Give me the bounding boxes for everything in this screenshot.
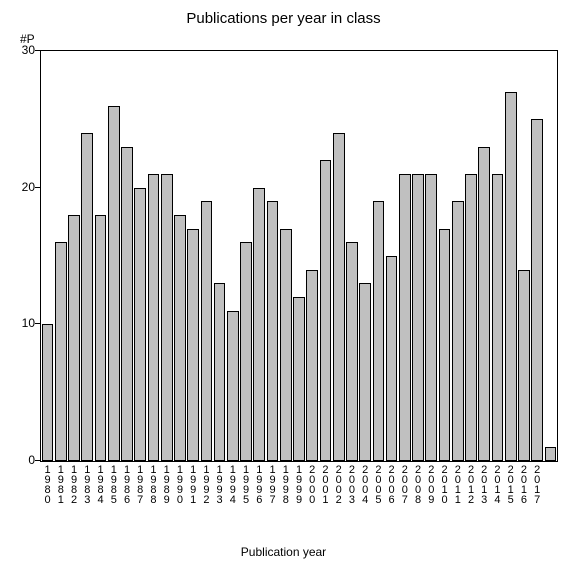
x-tick-label: 2003 bbox=[346, 464, 357, 504]
bar bbox=[201, 201, 213, 461]
bar bbox=[505, 92, 517, 461]
x-tick-label: 2013 bbox=[478, 464, 489, 504]
bar bbox=[492, 174, 504, 461]
x-tick-label: 2005 bbox=[372, 464, 383, 504]
bar bbox=[108, 106, 120, 461]
x-tick-label: 2010 bbox=[439, 464, 450, 504]
bar bbox=[55, 242, 67, 461]
x-tick-label: 2000 bbox=[306, 464, 317, 504]
y-tick-mark bbox=[35, 50, 40, 51]
x-tick-label: 1980 bbox=[42, 464, 53, 504]
x-tick-label: 1990 bbox=[174, 464, 185, 504]
bar bbox=[253, 188, 265, 461]
x-tick-label: 1995 bbox=[240, 464, 251, 504]
x-tick-label: 1992 bbox=[200, 464, 211, 504]
x-tick-label: 2017 bbox=[531, 464, 542, 504]
bar bbox=[333, 133, 345, 461]
x-tick-label: 1984 bbox=[95, 464, 106, 504]
x-tick-label: 2001 bbox=[319, 464, 330, 504]
bar bbox=[267, 201, 279, 461]
x-tick-label: 2002 bbox=[333, 464, 344, 504]
bar bbox=[68, 215, 80, 461]
x-tick-label: 2009 bbox=[425, 464, 436, 504]
bar bbox=[227, 311, 239, 461]
bar bbox=[95, 215, 107, 461]
x-tick-label: 1998 bbox=[280, 464, 291, 504]
x-tick-label: 1988 bbox=[147, 464, 158, 504]
bar bbox=[148, 174, 160, 461]
bar bbox=[81, 133, 93, 461]
x-axis-label: Publication year bbox=[0, 545, 567, 559]
y-tick-mark bbox=[35, 460, 40, 461]
y-tick-label: 30 bbox=[5, 43, 35, 57]
x-tick-label: 1986 bbox=[121, 464, 132, 504]
x-tick-label: 1987 bbox=[134, 464, 145, 504]
x-tick-label: 1981 bbox=[55, 464, 66, 504]
bar bbox=[518, 270, 530, 461]
x-tick-label: 1994 bbox=[227, 464, 238, 504]
x-tick-label: 2015 bbox=[505, 464, 516, 504]
bar bbox=[214, 283, 226, 461]
x-tick-label: 2004 bbox=[359, 464, 370, 504]
x-tick-label: 1983 bbox=[81, 464, 92, 504]
bar bbox=[280, 229, 292, 461]
y-tick-mark bbox=[35, 323, 40, 324]
y-tick-label: 10 bbox=[5, 316, 35, 330]
x-tick-label: 1985 bbox=[108, 464, 119, 504]
bar bbox=[293, 297, 305, 461]
bar bbox=[478, 147, 490, 461]
bar bbox=[531, 119, 543, 461]
bar bbox=[412, 174, 424, 461]
bar bbox=[373, 201, 385, 461]
x-tick-label: 1991 bbox=[187, 464, 198, 504]
chart-container: Publications per year in class #P Public… bbox=[0, 0, 567, 567]
bar bbox=[240, 242, 252, 461]
x-tick-label: 1999 bbox=[293, 464, 304, 504]
bar bbox=[320, 160, 332, 461]
x-tick-label: 2007 bbox=[399, 464, 410, 504]
x-tick-label: 1993 bbox=[214, 464, 225, 504]
y-tick-label: 0 bbox=[5, 453, 35, 467]
bar bbox=[425, 174, 437, 461]
y-tick-mark bbox=[35, 187, 40, 188]
x-tick-label: 2014 bbox=[491, 464, 502, 504]
bar bbox=[386, 256, 398, 461]
y-tick-label: 20 bbox=[5, 180, 35, 194]
x-tick-label: 2012 bbox=[465, 464, 476, 504]
bar bbox=[306, 270, 318, 461]
x-tick-label: 1982 bbox=[68, 464, 79, 504]
bar bbox=[346, 242, 358, 461]
x-tick-label: 1989 bbox=[161, 464, 172, 504]
plot-area bbox=[40, 50, 558, 462]
bar bbox=[359, 283, 371, 461]
bar bbox=[187, 229, 199, 461]
x-tick-label: 2011 bbox=[452, 464, 463, 504]
bar bbox=[465, 174, 477, 461]
bar bbox=[174, 215, 186, 461]
bar bbox=[452, 201, 464, 461]
x-tick-label: 1996 bbox=[253, 464, 264, 504]
x-tick-label: 1997 bbox=[267, 464, 278, 504]
bar bbox=[399, 174, 411, 461]
bar bbox=[42, 324, 54, 461]
chart-title: Publications per year in class bbox=[0, 10, 567, 27]
bar bbox=[545, 447, 557, 461]
bar bbox=[134, 188, 146, 461]
bar bbox=[121, 147, 133, 461]
bar bbox=[439, 229, 451, 461]
x-tick-label: 2006 bbox=[386, 464, 397, 504]
x-tick-label: 2016 bbox=[518, 464, 529, 504]
bar bbox=[161, 174, 173, 461]
x-tick-label: 2008 bbox=[412, 464, 423, 504]
